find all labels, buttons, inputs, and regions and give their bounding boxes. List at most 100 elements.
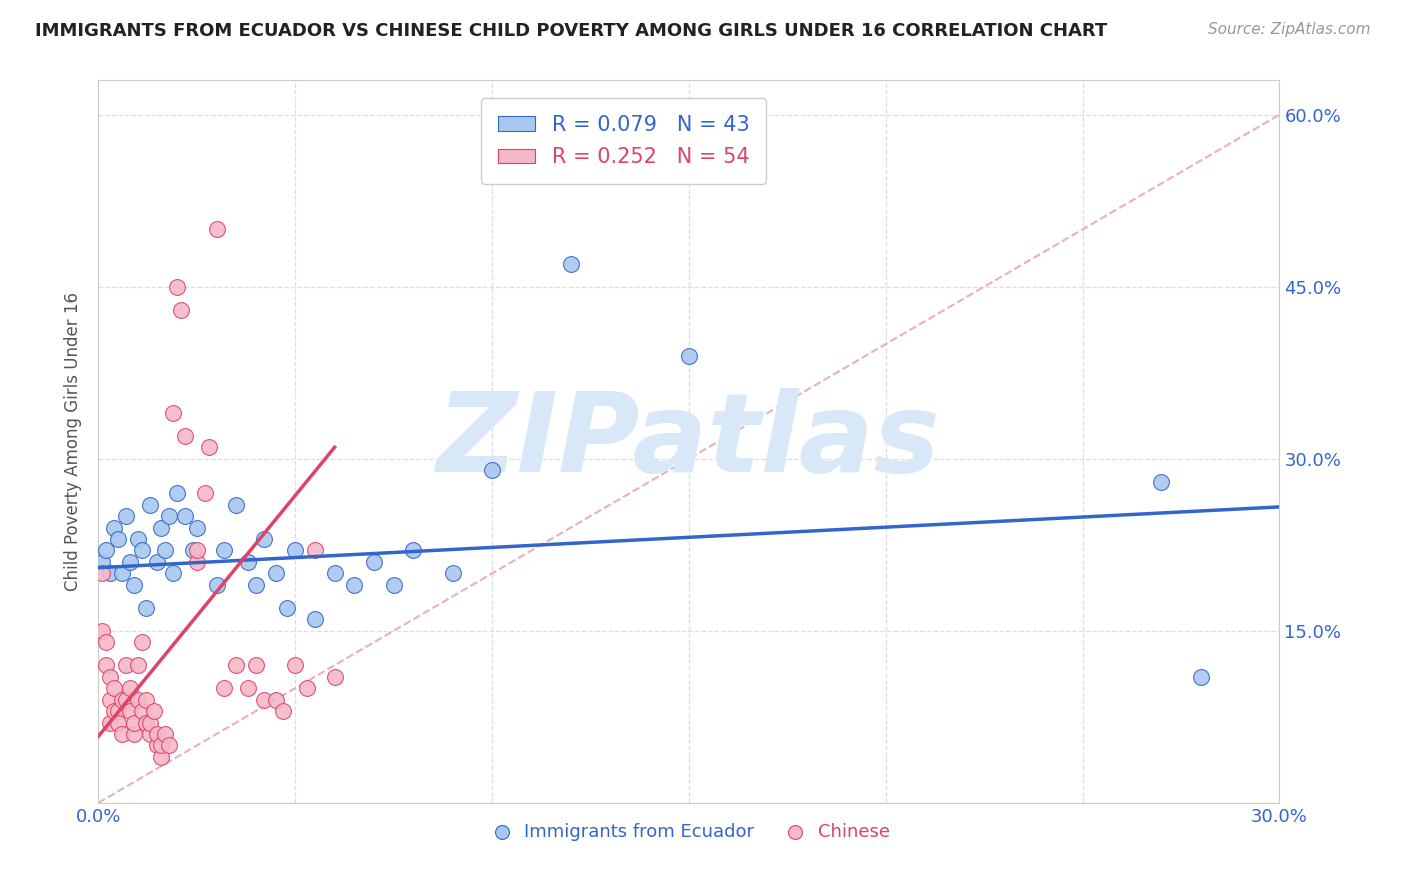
Point bbox=[363, 555, 385, 569]
Point bbox=[166, 279, 188, 293]
Point bbox=[118, 681, 141, 695]
Point bbox=[295, 681, 318, 695]
Point bbox=[155, 727, 177, 741]
Point bbox=[127, 532, 149, 546]
Point bbox=[131, 635, 153, 649]
Point bbox=[98, 692, 121, 706]
Point bbox=[111, 727, 134, 741]
Point bbox=[98, 715, 121, 730]
Y-axis label: Child Poverty Among Girls Under 16: Child Poverty Among Girls Under 16 bbox=[65, 292, 83, 591]
Point bbox=[111, 566, 134, 581]
Point bbox=[225, 658, 247, 673]
Point bbox=[323, 566, 346, 581]
Point bbox=[162, 406, 184, 420]
Point bbox=[115, 658, 138, 673]
Point bbox=[150, 750, 173, 764]
Point bbox=[402, 543, 425, 558]
Point bbox=[166, 486, 188, 500]
Point bbox=[150, 520, 173, 534]
Point bbox=[155, 543, 177, 558]
Point bbox=[186, 520, 208, 534]
Point bbox=[214, 681, 236, 695]
Point bbox=[284, 658, 307, 673]
Point bbox=[236, 555, 259, 569]
Point bbox=[146, 555, 169, 569]
Point bbox=[181, 543, 204, 558]
Point bbox=[122, 727, 145, 741]
Point bbox=[96, 658, 118, 673]
Point bbox=[135, 692, 157, 706]
Legend: Immigrants from Ecuador, Chinese: Immigrants from Ecuador, Chinese bbox=[481, 815, 897, 848]
Point bbox=[98, 566, 121, 581]
Point bbox=[236, 681, 259, 695]
Point bbox=[1189, 670, 1212, 684]
Point bbox=[1150, 475, 1173, 489]
Point bbox=[174, 429, 197, 443]
Point bbox=[276, 600, 298, 615]
Point bbox=[107, 704, 129, 718]
Point bbox=[197, 440, 219, 454]
Point bbox=[146, 739, 169, 753]
Point bbox=[441, 566, 464, 581]
Point bbox=[135, 600, 157, 615]
Point bbox=[146, 727, 169, 741]
Point bbox=[127, 658, 149, 673]
Point bbox=[111, 692, 134, 706]
Point bbox=[103, 520, 125, 534]
Point bbox=[205, 222, 228, 236]
Point bbox=[157, 739, 180, 753]
Point bbox=[157, 509, 180, 524]
Point bbox=[115, 509, 138, 524]
Point bbox=[194, 486, 217, 500]
Point bbox=[245, 658, 267, 673]
Point bbox=[186, 555, 208, 569]
Text: ZIPatlas: ZIPatlas bbox=[437, 388, 941, 495]
Point bbox=[91, 624, 114, 638]
Point bbox=[122, 578, 145, 592]
Point bbox=[96, 543, 118, 558]
Point bbox=[103, 681, 125, 695]
Point bbox=[253, 532, 276, 546]
Point bbox=[323, 670, 346, 684]
Point bbox=[343, 578, 366, 592]
Point bbox=[122, 715, 145, 730]
Text: IMMIGRANTS FROM ECUADOR VS CHINESE CHILD POVERTY AMONG GIRLS UNDER 16 CORRELATIO: IMMIGRANTS FROM ECUADOR VS CHINESE CHILD… bbox=[35, 22, 1108, 40]
Point bbox=[174, 509, 197, 524]
Point bbox=[678, 349, 700, 363]
Point bbox=[91, 555, 114, 569]
Point bbox=[284, 543, 307, 558]
Point bbox=[264, 566, 287, 581]
Point bbox=[225, 498, 247, 512]
Point bbox=[115, 692, 138, 706]
Point bbox=[135, 715, 157, 730]
Point bbox=[107, 715, 129, 730]
Point bbox=[138, 727, 160, 741]
Point bbox=[304, 543, 326, 558]
Point bbox=[118, 555, 141, 569]
Point bbox=[127, 692, 149, 706]
Point bbox=[142, 704, 165, 718]
Point bbox=[560, 257, 582, 271]
Point bbox=[98, 670, 121, 684]
Point bbox=[186, 543, 208, 558]
Text: Source: ZipAtlas.com: Source: ZipAtlas.com bbox=[1208, 22, 1371, 37]
Point bbox=[150, 739, 173, 753]
Point bbox=[96, 635, 118, 649]
Point bbox=[245, 578, 267, 592]
Point bbox=[205, 578, 228, 592]
Point bbox=[170, 302, 193, 317]
Point bbox=[264, 692, 287, 706]
Point bbox=[131, 543, 153, 558]
Point bbox=[253, 692, 276, 706]
Point bbox=[162, 566, 184, 581]
Point bbox=[214, 543, 236, 558]
Point bbox=[382, 578, 405, 592]
Point bbox=[481, 463, 503, 477]
Point bbox=[304, 612, 326, 626]
Point bbox=[91, 566, 114, 581]
Point bbox=[138, 498, 160, 512]
Point bbox=[131, 704, 153, 718]
Point bbox=[118, 704, 141, 718]
Point bbox=[138, 715, 160, 730]
Point bbox=[103, 704, 125, 718]
